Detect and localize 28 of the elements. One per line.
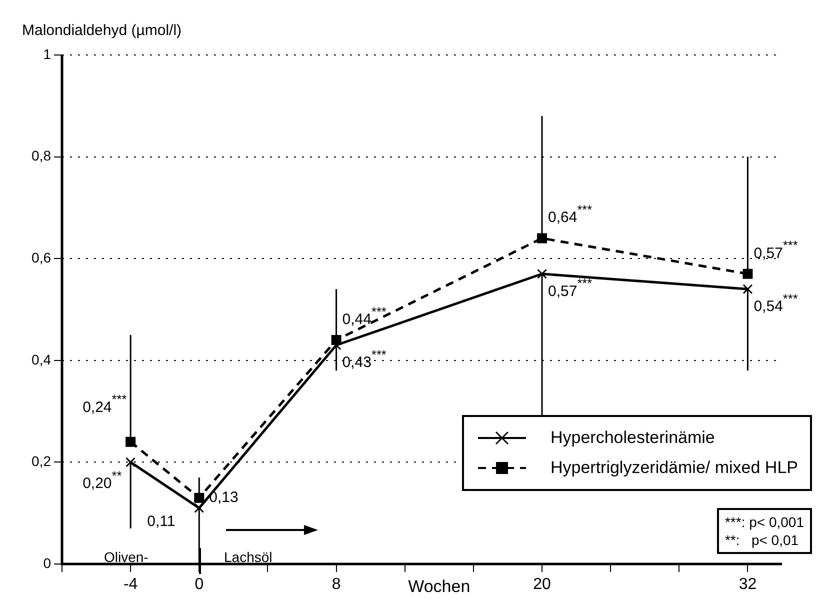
x-tick-label: 20: [533, 576, 551, 594]
data-label: 0,24***: [82, 392, 127, 416]
y-axis-title: Malondialdehyd (µmol/l): [22, 22, 182, 39]
data-label: 0,43***: [342, 346, 386, 372]
annotation: **: p< 0,01: [724, 532, 799, 548]
y-tick-label: 0,6: [32, 249, 52, 266]
y-tick-label: 0,2: [32, 453, 52, 470]
x-axis-title: Wochen: [408, 577, 470, 596]
x-tick-label: 0: [194, 576, 204, 594]
x-tick-label: 8: [332, 576, 341, 594]
data-label: 0,57***: [548, 276, 592, 300]
data-label: 0,44***: [342, 304, 386, 328]
data-label: 0,54***: [754, 290, 798, 316]
annotation: Oliven-: [104, 549, 148, 565]
data-label: 0,11: [147, 513, 176, 530]
data-label: 0,64***: [548, 202, 592, 226]
x-tick-label: 32: [738, 576, 757, 594]
legend-label: Hypertriglyzeridämie/ mixed HLP: [550, 458, 798, 478]
legend-label: Hypercholesterinämie: [550, 428, 715, 448]
y-tick-label: 0: [43, 554, 52, 571]
y-tick-label: 0,4: [32, 351, 52, 368]
data-label: 0,57***: [754, 238, 798, 262]
annotation: ***: p< 0,001: [724, 514, 804, 530]
y-tick-label: 0,8: [32, 148, 52, 164]
annotation: Lachsöl: [224, 549, 272, 565]
y-tick-label: 1: [43, 46, 52, 62]
data-label: 0,20**: [82, 468, 122, 492]
x-tick-label: -4: [123, 576, 138, 594]
